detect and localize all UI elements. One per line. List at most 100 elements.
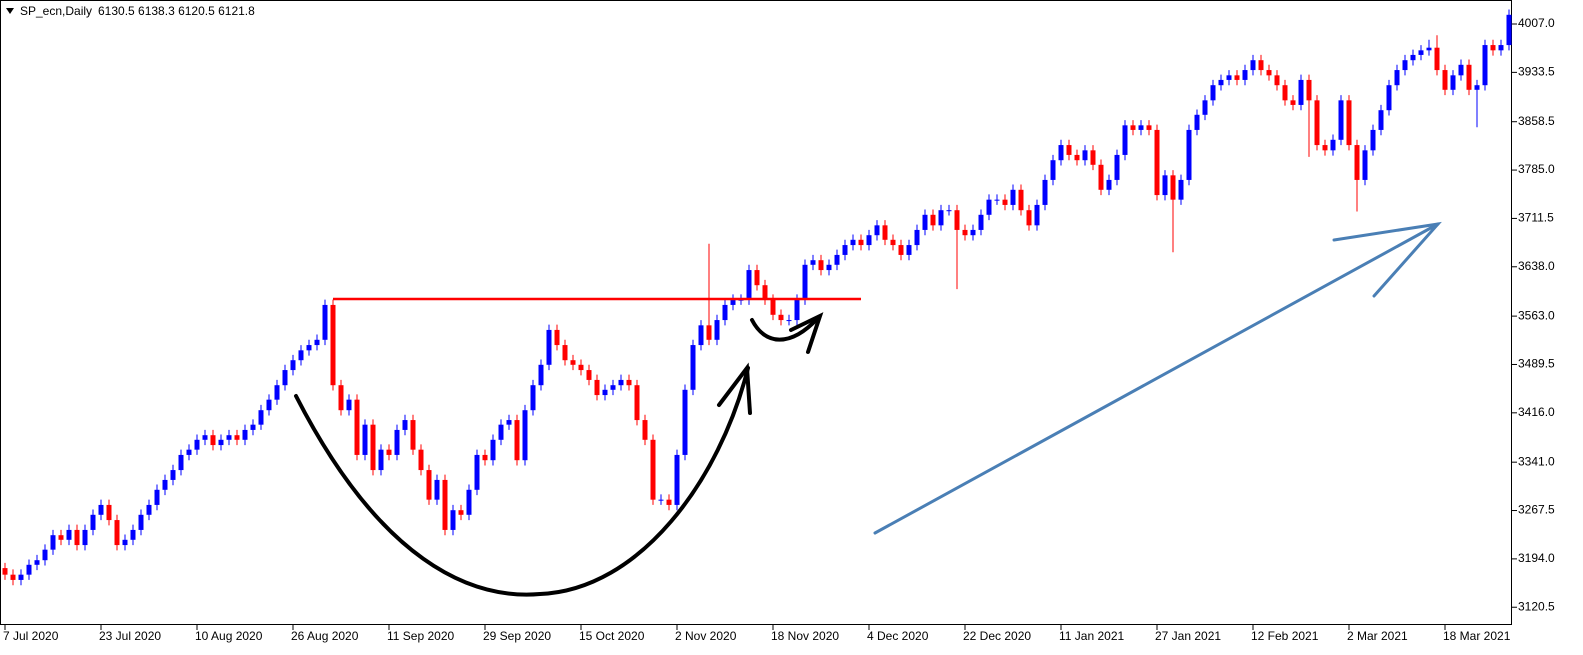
candle-body <box>898 245 904 255</box>
y-tick-label: 3858.5 <box>1518 114 1555 128</box>
candle-body <box>1210 85 1216 101</box>
candle-body <box>634 385 640 421</box>
candle-body <box>906 245 912 255</box>
candle-body <box>90 514 96 530</box>
candle-body <box>50 535 56 550</box>
y-tick-label: 3489.5 <box>1518 357 1555 371</box>
candle-body <box>202 435 208 440</box>
candle-body <box>994 199 1000 201</box>
candle-body <box>986 199 992 215</box>
candle-body <box>26 564 32 575</box>
candle-body <box>1274 75 1280 86</box>
candle-body <box>842 245 848 255</box>
candle-body <box>714 320 720 340</box>
candle-body <box>698 325 704 346</box>
candle-body <box>658 499 664 501</box>
candle-body <box>1162 175 1168 196</box>
candle-body <box>1218 79 1224 86</box>
candle-body <box>322 304 328 340</box>
y-tick-label: 3785.0 <box>1518 162 1555 176</box>
candle-body <box>946 210 952 212</box>
candle-body <box>82 529 88 546</box>
y-tick-label: 3120.5 <box>1518 599 1555 613</box>
candle-body <box>506 420 512 425</box>
candle-body <box>282 370 288 386</box>
candle-body <box>130 529 136 540</box>
candle-body <box>306 345 312 351</box>
candle-body <box>546 329 552 365</box>
candle-body <box>10 574 16 580</box>
plot-frame <box>0 0 1512 625</box>
candle-body <box>834 254 840 265</box>
candle-body <box>1114 154 1120 180</box>
candle-body <box>170 470 176 480</box>
candle-body <box>162 479 168 490</box>
candle-body <box>850 239 856 246</box>
candle-body <box>530 385 536 411</box>
candle-body <box>514 420 520 461</box>
candle-body <box>1194 114 1200 130</box>
candle-body <box>778 314 784 321</box>
candle-body <box>186 449 192 455</box>
candle-body <box>1394 70 1400 86</box>
candle-body <box>626 379 632 386</box>
candle-body <box>722 304 728 321</box>
candle-body <box>218 439 224 446</box>
candle-body <box>1250 60 1256 71</box>
candle-body <box>1434 47 1440 71</box>
candle-body <box>338 385 344 411</box>
candle-body <box>194 439 200 450</box>
x-tick-label: 27 Jan 2021 <box>1155 629 1221 643</box>
x-tick-label: 11 Sep 2020 <box>387 629 454 643</box>
candle-body <box>674 454 680 505</box>
candle-body <box>330 304 336 386</box>
hand-drawing <box>294 312 824 597</box>
candle-body <box>1058 145 1064 161</box>
candle-body <box>426 470 432 500</box>
candle-body <box>810 260 816 265</box>
candle-body <box>1242 70 1248 80</box>
candle-body <box>1226 75 1232 80</box>
candle-body <box>98 504 104 515</box>
candle-body <box>826 264 832 271</box>
candle-body <box>706 325 712 340</box>
candle-body <box>1498 45 1504 51</box>
candle-body <box>794 299 800 321</box>
candle-body <box>258 410 264 425</box>
y-tick-label: 3416.0 <box>1518 405 1555 419</box>
candle-body <box>538 364 544 386</box>
candle-body <box>1170 175 1176 200</box>
candle-body <box>954 210 960 230</box>
candle-body <box>1138 125 1144 130</box>
candle-body <box>1362 150 1368 180</box>
candle-body <box>770 299 776 315</box>
candle-body <box>1106 179 1112 190</box>
candle-body <box>226 435 232 440</box>
candle-body <box>1386 85 1392 111</box>
candle-body <box>1042 179 1048 205</box>
x-tick-label: 2 Mar 2021 <box>1347 629 1408 643</box>
candle-body <box>1378 110 1384 130</box>
candle-body <box>466 489 472 515</box>
candle-body <box>1234 75 1240 80</box>
candle-body <box>490 439 496 461</box>
candle-body <box>914 229 920 246</box>
candle-body <box>970 229 976 236</box>
candle-body <box>178 454 184 471</box>
candle-body <box>370 424 376 471</box>
candle-body <box>882 225 888 240</box>
candle-body <box>650 439 656 500</box>
candle-body <box>762 285 768 300</box>
candle-body <box>1178 179 1184 200</box>
candle-body <box>1018 189 1024 211</box>
candle-body <box>346 399 352 411</box>
candle-body <box>618 379 624 386</box>
handle-curve <box>750 316 820 342</box>
candle-body <box>434 479 440 500</box>
candle-body <box>1074 154 1080 161</box>
candle-body <box>362 424 368 455</box>
candle-body <box>1026 210 1032 226</box>
symbol-title: SP_ecn,Daily <box>20 4 92 18</box>
candle-body <box>450 510 456 530</box>
